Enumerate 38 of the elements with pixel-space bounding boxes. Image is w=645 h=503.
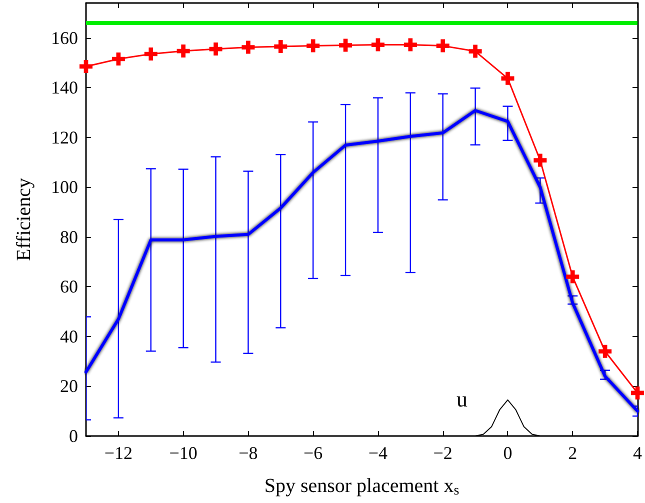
point [242,40,255,54]
point [274,40,288,54]
y-tick-label: 160 [51,28,78,48]
point [112,52,125,66]
y-tick-label: 140 [51,78,78,98]
point [631,386,644,400]
y-tick-label: 20 [60,376,78,396]
point [209,42,222,56]
y-tick-label: 40 [60,326,78,346]
y-tick-label: 100 [51,177,78,198]
x-tick-label: −12 [104,443,133,463]
x-tick-label: −8 [238,443,258,463]
y-tick-label: 60 [60,276,78,297]
point [371,38,384,52]
x-tick-label: 4 [633,443,642,463]
x-tick-label: −10 [169,443,198,463]
point [468,44,482,58]
y-tick-label: 120 [51,127,78,148]
point [144,48,158,61]
point [436,39,450,52]
point [404,38,417,52]
x-tick-label: −6 [304,443,323,463]
y-tick-label: 80 [60,226,78,247]
point [598,344,612,358]
y-tick-label: 0 [69,426,78,446]
point [306,39,320,52]
point [176,44,190,58]
point [80,60,92,73]
point [339,38,352,52]
point [566,270,580,284]
x-tick-label: 0 [503,443,512,463]
annotation: u [456,386,468,412]
x-tick-label: −4 [368,443,388,463]
point [534,154,547,167]
point [501,72,514,85]
x-tick-label: 2 [568,443,578,463]
x-tick-label: −2 [433,443,452,463]
y-axis-title: Efficiency [13,178,35,261]
